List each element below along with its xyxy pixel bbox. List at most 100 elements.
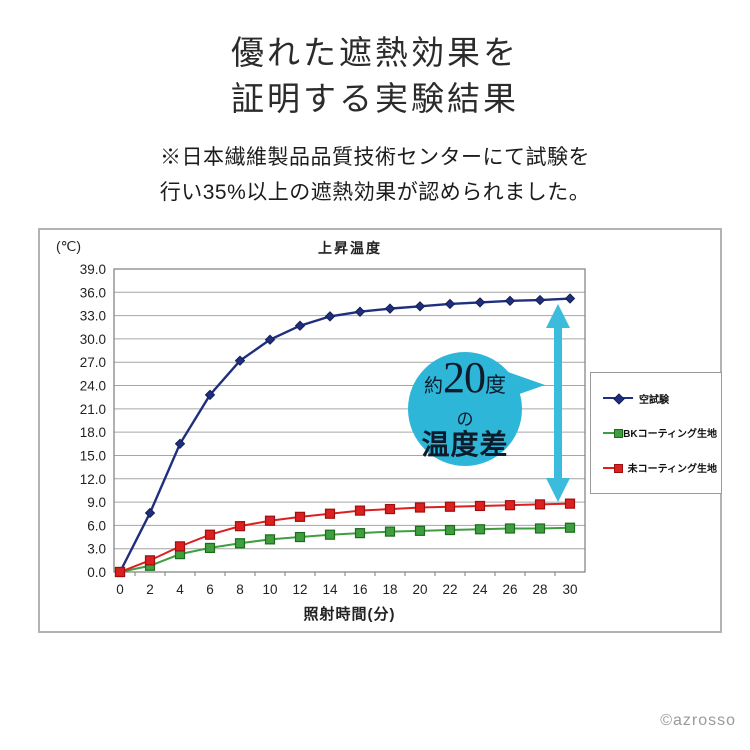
y-tick-label: 12.0 bbox=[80, 472, 106, 487]
x-tick-label: 28 bbox=[532, 582, 547, 597]
x-tick-label: 8 bbox=[236, 582, 244, 597]
x-tick-label: 12 bbox=[292, 582, 307, 597]
x-tick-label: 20 bbox=[412, 582, 427, 597]
legend-label: BKコーティング生地 bbox=[623, 429, 717, 441]
data-point-2 bbox=[414, 502, 426, 513]
y-tick-label: 0.0 bbox=[87, 565, 106, 580]
annotation-degree: 度 bbox=[485, 373, 506, 397]
data-point-2 bbox=[504, 500, 516, 511]
data-point-2 bbox=[234, 521, 246, 532]
data-point-0 bbox=[204, 389, 216, 401]
data-point-0 bbox=[504, 295, 516, 307]
y-tick-label: 24.0 bbox=[80, 379, 106, 394]
legend-item-bk-coated: BKコーティング生地 bbox=[603, 425, 717, 440]
series-line-1 bbox=[119, 526, 571, 573]
data-point-1 bbox=[474, 524, 486, 535]
data-point-1 bbox=[534, 523, 546, 534]
x-tick-label: 6 bbox=[206, 582, 214, 597]
data-point-1 bbox=[504, 523, 516, 534]
data-point-0 bbox=[264, 334, 276, 345]
temperature-difference-arrow-icon bbox=[546, 304, 570, 502]
data-point-2 bbox=[294, 511, 306, 522]
data-point-1 bbox=[294, 531, 306, 543]
y-tick-label: 27.0 bbox=[80, 355, 106, 370]
y-tick-label: 6.0 bbox=[87, 518, 106, 533]
data-point-0 bbox=[534, 294, 546, 306]
data-point-1 bbox=[354, 528, 366, 539]
x-tick-label: 18 bbox=[382, 582, 397, 597]
x-tick-label: 16 bbox=[352, 582, 367, 597]
chart-legend: 空試験 BKコーティング生地 未コーティング生地 bbox=[590, 372, 722, 494]
page-title-line2: 証明する実験結果 bbox=[231, 80, 519, 117]
data-point-0 bbox=[294, 320, 306, 331]
y-tick-label: 36.0 bbox=[80, 285, 106, 300]
legend-line-sample bbox=[603, 463, 623, 473]
x-tick-label: 4 bbox=[176, 582, 184, 597]
plot-border bbox=[113, 268, 586, 573]
page-title: 優れた遮熱効果を 証明する実験結果 bbox=[0, 30, 750, 122]
x-tick-label: 26 bbox=[502, 582, 517, 597]
data-point-2 bbox=[534, 499, 546, 510]
annotation-line1: 約 20 度 bbox=[424, 356, 506, 409]
data-point-1 bbox=[384, 526, 396, 537]
legend-line-sample bbox=[603, 393, 633, 405]
data-point-2 bbox=[444, 501, 456, 512]
series-line-0 bbox=[118, 297, 571, 573]
data-point-0 bbox=[144, 507, 156, 519]
data-point-0 bbox=[444, 298, 456, 310]
data-point-1 bbox=[204, 542, 216, 554]
data-point-2 bbox=[384, 503, 396, 515]
data-point-0 bbox=[354, 306, 366, 317]
y-tick-label: 9.0 bbox=[87, 495, 106, 510]
data-point-1 bbox=[444, 524, 456, 536]
data-point-0 bbox=[564, 293, 576, 304]
y-axis-unit-label: (℃) bbox=[56, 238, 82, 254]
page-title-line1: 優れた遮熱効果を bbox=[231, 34, 519, 71]
x-tick-label: 10 bbox=[262, 582, 277, 597]
data-point-2 bbox=[564, 498, 576, 509]
data-point-1 bbox=[324, 529, 336, 540]
data-point-0 bbox=[384, 303, 396, 314]
x-tick-label: 24 bbox=[472, 582, 488, 597]
chart-panel: (℃) 上昇温度 0.0 3.0 6.0 9.0 12.0 15.0 18.0 21.0 24.… bbox=[38, 228, 722, 633]
y-tick-label: 33.0 bbox=[80, 309, 106, 324]
chart-title: 上昇温度 bbox=[318, 240, 382, 256]
x-tick-label: 0 bbox=[116, 582, 124, 597]
x-tick-label: 30 bbox=[562, 582, 577, 597]
x-axis-label: 照射時間(分) bbox=[303, 606, 396, 623]
legend-label: 空試験 bbox=[639, 394, 669, 406]
y-tick-label: 30.0 bbox=[80, 332, 106, 347]
x-tick-label: 14 bbox=[322, 582, 338, 597]
annotation-bottom: 温度差 bbox=[421, 430, 509, 461]
note-line1: ※日本繊維製品品質技術センターにて試験を bbox=[160, 146, 590, 169]
y-tick-label: 39.0 bbox=[80, 262, 106, 277]
data-point-2 bbox=[114, 566, 126, 578]
data-point-0 bbox=[414, 301, 426, 312]
data-point-2 bbox=[324, 508, 336, 519]
x-tick-label: 22 bbox=[442, 582, 457, 597]
x-tick-label: 2 bbox=[146, 582, 154, 597]
data-point-2 bbox=[264, 515, 276, 526]
copyright-text: ©azrosso bbox=[660, 712, 736, 729]
data-point-0 bbox=[324, 311, 336, 322]
data-point-1 bbox=[414, 525, 426, 536]
annotation-middle: の bbox=[456, 410, 474, 429]
y-tick-label: 21.0 bbox=[80, 402, 106, 417]
annotation-prefix: 約 bbox=[423, 376, 443, 397]
data-point-0 bbox=[474, 297, 486, 308]
annotation-number: 20 bbox=[443, 353, 486, 402]
data-point-2 bbox=[144, 555, 156, 566]
annotation-bubble: 約 20 度 の 温度差 bbox=[408, 352, 522, 466]
data-point-2 bbox=[474, 500, 486, 512]
data-point-2 bbox=[354, 505, 366, 516]
legend-line-sample bbox=[603, 428, 623, 438]
data-point-1 bbox=[234, 538, 246, 549]
y-tick-label: 18.0 bbox=[80, 425, 106, 440]
data-point-0 bbox=[174, 438, 186, 450]
data-point-2 bbox=[204, 529, 216, 540]
diamond-marker-icon bbox=[613, 393, 625, 405]
series-line-2 bbox=[119, 502, 571, 573]
data-point-1 bbox=[264, 534, 276, 545]
data-point-2 bbox=[174, 541, 186, 552]
